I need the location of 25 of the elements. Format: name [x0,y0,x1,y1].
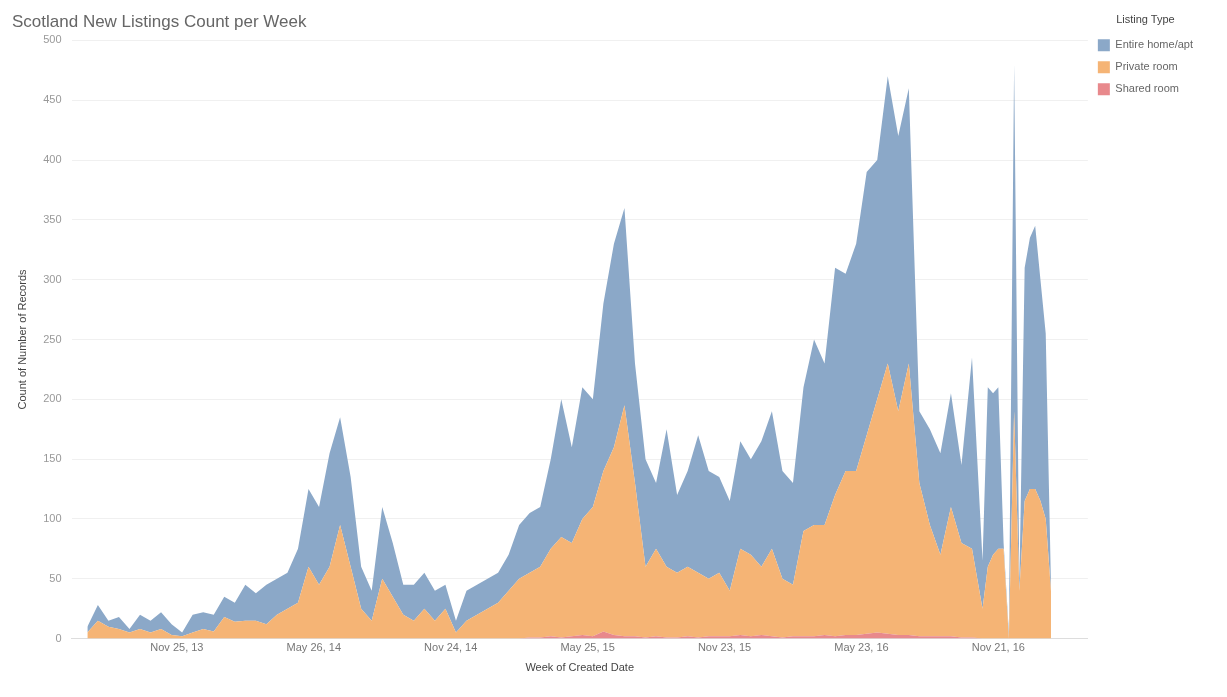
x-tick-label: May 23, 16 [834,641,889,654]
legend-label: Entire home/apt [1115,38,1193,51]
x-tick-label: Nov 23, 15 [697,641,752,654]
y-tick-label: 300 [43,272,62,285]
y-tick-label: 500 [43,33,62,46]
legend-label: Shared room [1115,82,1179,95]
legend-title: Listing Type [1116,12,1175,25]
x-tick-label: Nov 21, 16 [971,641,1025,654]
y-tick-label: 50 [49,571,62,584]
y-axis-title: Count of Number of Records [15,269,28,410]
y-tick-label: 350 [43,212,62,225]
y-tick-label: 400 [43,153,62,166]
y-tick-label: 200 [43,392,62,405]
y-tick-label: 100 [43,511,62,524]
chart-title: Scotland New Listings Count per Week [12,11,307,31]
y-tick-label: 150 [43,452,62,465]
y-tick-label: 0 [55,631,62,644]
y-tick-label: 250 [43,332,62,345]
legend-label: Private room [1115,60,1178,73]
x-tick-label: Nov 24, 14 [424,641,478,654]
y-tick-label: 450 [43,93,62,106]
x-tick-label: May 25, 15 [560,641,615,654]
x-axis-title: Week of Created Date [525,661,635,674]
x-tick-label: May 26, 14 [286,641,341,654]
x-tick-label: Nov 25, 13 [150,641,204,654]
